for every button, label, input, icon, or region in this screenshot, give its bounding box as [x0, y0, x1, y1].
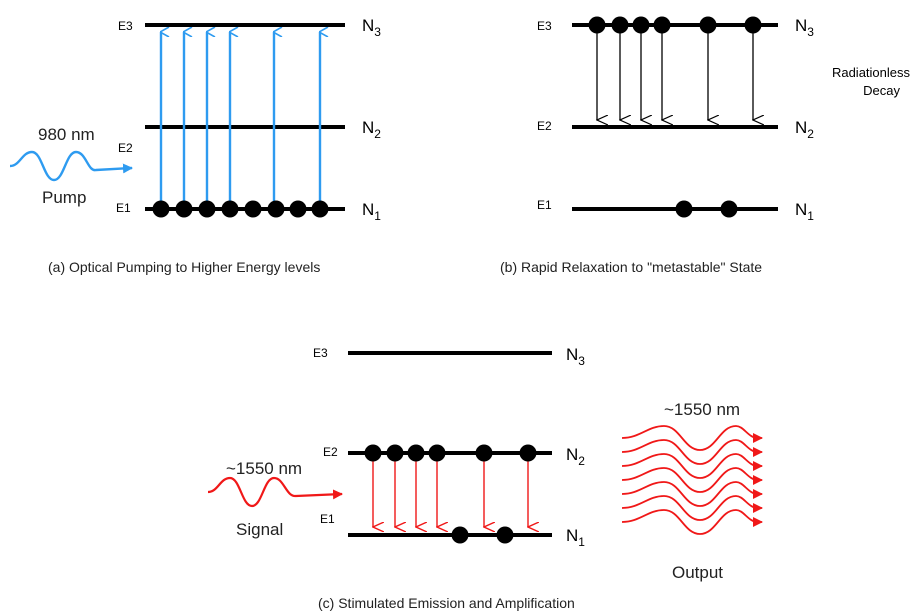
atom-dot — [653, 16, 671, 34]
atom-dot — [588, 16, 606, 34]
atom-dot — [386, 444, 404, 462]
caption-a: (a) Optical Pumping to Higher Energy lev… — [48, 259, 320, 275]
atom-dot — [699, 16, 717, 34]
level-e1-label: E1 — [116, 201, 131, 215]
atom-dot — [744, 16, 762, 34]
population-n3: N3 — [566, 345, 585, 368]
atom-dot — [364, 444, 382, 462]
output-label: Output — [672, 563, 723, 582]
panel-b: E3 E2 E1 N3 N2 N1 Radiationless Decay — [500, 16, 910, 275]
ground-state-atoms — [152, 200, 329, 218]
pump-wave — [9, 150, 133, 182]
upper-state-atoms — [588, 16, 762, 34]
panel-a: E3 E2 E1 N3 N2 N1 980 nm Pump — [9, 16, 381, 275]
atom-dot — [632, 16, 650, 34]
atom-dot — [152, 200, 170, 218]
population-n2: N2 — [795, 118, 814, 141]
ground-state-atoms — [451, 526, 514, 544]
output-wave — [621, 425, 763, 451]
output-wave — [621, 509, 763, 535]
output-waves — [621, 425, 763, 535]
atom-dot — [244, 200, 262, 218]
atom-dot — [221, 200, 239, 218]
atom-dot — [496, 526, 514, 544]
atom-dot — [519, 444, 537, 462]
caption-c: (c) Stimulated Emission and Amplificatio… — [318, 595, 575, 611]
pump-arrows — [159, 32, 320, 203]
population-n3: N3 — [362, 16, 381, 39]
panel-c: E3 E2 E1 N3 N2 N1 ~1550 nm Signal — [207, 345, 763, 611]
radiationless-label: Radiationless — [832, 65, 911, 80]
level-e1-label: E1 — [537, 198, 552, 212]
ground-state-atoms — [675, 200, 738, 218]
atom-dot — [675, 200, 693, 218]
population-n1: N1 — [795, 200, 814, 223]
level-e2-label: E2 — [537, 119, 552, 133]
population-n2: N2 — [362, 118, 381, 141]
signal-wave — [207, 476, 343, 508]
atom-dot — [289, 200, 307, 218]
pump-wavelength-label: 980 nm — [38, 125, 95, 144]
level-e3-label: E3 — [118, 19, 133, 33]
emission-arrows — [373, 460, 528, 527]
output-wave — [621, 481, 763, 507]
atom-dot — [611, 16, 629, 34]
pump-label: Pump — [42, 188, 86, 207]
atom-dot — [311, 200, 329, 218]
atom-dot — [175, 200, 193, 218]
upper-state-atoms — [364, 444, 537, 462]
atom-dot — [428, 444, 446, 462]
output-wave — [621, 453, 763, 479]
atom-dot — [267, 200, 285, 218]
atom-dot — [198, 200, 216, 218]
population-n1: N1 — [566, 526, 585, 549]
caption-b: (b) Rapid Relaxation to "metastable" Sta… — [500, 259, 762, 275]
population-n1: N1 — [362, 200, 381, 223]
signal-wavelength-label: ~1550 nm — [226, 459, 302, 478]
output-wave — [621, 467, 763, 493]
population-n3: N3 — [795, 16, 814, 39]
atom-dot — [451, 526, 469, 544]
level-e3-label: E3 — [537, 19, 552, 33]
output-wave — [621, 495, 763, 521]
atom-dot — [407, 444, 425, 462]
output-wavelength-label: ~1550 nm — [664, 400, 740, 419]
level-e2-label: E2 — [118, 141, 133, 155]
decay-arrows — [597, 32, 753, 120]
output-wave — [621, 439, 763, 465]
level-e3-label: E3 — [313, 346, 328, 360]
decay-label: Decay — [863, 83, 900, 98]
level-e1-label: E1 — [320, 512, 335, 526]
atom-dot — [475, 444, 493, 462]
signal-label: Signal — [236, 520, 283, 539]
atom-dot — [720, 200, 738, 218]
population-n2: N2 — [566, 445, 585, 468]
level-e2-label: E2 — [323, 445, 338, 459]
